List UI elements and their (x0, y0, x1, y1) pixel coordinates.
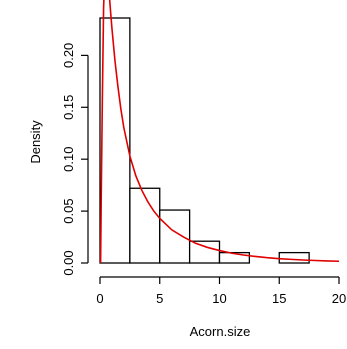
histogram-bar (218, 251, 251, 264)
y-tick-label: 0.05 (61, 198, 76, 223)
y-tick-label: 0.15 (61, 95, 76, 120)
histogram-bar (188, 240, 221, 264)
x-axis: 0 5 10 15 20 (96, 276, 346, 306)
histogram-bars (99, 17, 310, 264)
y-tick-label: 0.10 (61, 147, 76, 172)
x-tick-label: 20 (332, 291, 346, 306)
x-tick-label: 5 (156, 291, 163, 306)
x-tick-label: 0 (96, 291, 103, 306)
histogram-bar (159, 209, 191, 264)
density-curve (99, 0, 340, 264)
y-axis: 0.00 0.05 0.10 0.15 0.20 (61, 43, 89, 276)
histogram-bar (278, 251, 310, 264)
y-axis-label: Density (28, 120, 43, 164)
x-tick-label: 15 (272, 291, 286, 306)
x-axis-label: Acorn.size (190, 324, 251, 339)
y-tick-label: 0.00 (61, 250, 76, 275)
histogram-bar (129, 187, 161, 264)
x-tick-label: 10 (212, 291, 226, 306)
y-tick-label: 0.20 (61, 43, 76, 68)
density-curve-layer (99, 0, 340, 264)
